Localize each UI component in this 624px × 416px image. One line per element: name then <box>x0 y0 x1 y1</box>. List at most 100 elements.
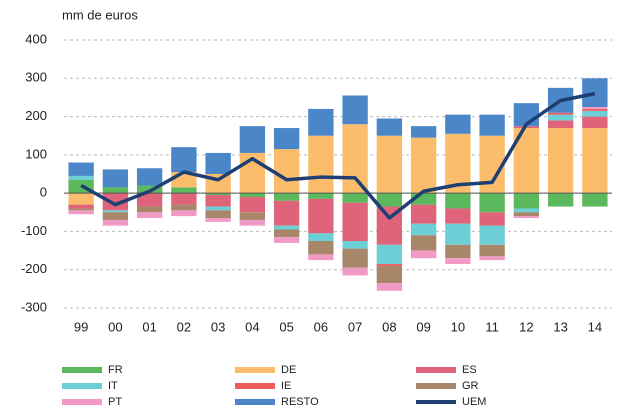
bar-segment <box>342 267 368 276</box>
bar-segment <box>376 118 403 136</box>
bar-segment <box>513 216 540 219</box>
x-tick-label: 03 <box>211 319 225 334</box>
bar-segment <box>479 193 505 213</box>
bar-segment <box>273 237 300 243</box>
bar-segment <box>102 187 129 194</box>
legend-label: IE <box>281 380 291 392</box>
bar-segment <box>308 108 334 136</box>
bar-segment <box>171 187 197 194</box>
legend-swatch <box>235 399 275 405</box>
bar-segment <box>205 218 231 222</box>
line-series <box>80 91 596 220</box>
x-tick-label: 10 <box>451 319 465 334</box>
bar-segment <box>445 114 471 134</box>
bar-segment <box>547 128 574 194</box>
x-tick-label: 04 <box>245 319 259 334</box>
bar-segment <box>342 95 368 125</box>
bar-segment <box>513 212 540 217</box>
bar-segment <box>342 202 368 241</box>
x-tick-label: 13 <box>553 319 567 334</box>
bar-segment <box>102 169 129 188</box>
bar-segment <box>273 128 300 150</box>
bar-segment <box>410 137 437 194</box>
bar-segment <box>239 212 266 220</box>
bar-segment <box>102 219 129 226</box>
bar-segment <box>205 206 231 211</box>
bar-segment <box>273 229 300 238</box>
y-axis-label: mm de euros <box>62 7 138 22</box>
x-tick-label: 07 <box>348 319 362 334</box>
bar-segment <box>513 193 540 209</box>
legend-label: DE <box>281 364 296 376</box>
x-tick-label: 06 <box>314 319 328 334</box>
bar-segment <box>102 193 129 211</box>
y-tick-label: 400 <box>25 31 47 46</box>
x-tick-label: 09 <box>416 319 430 334</box>
bar-segment <box>342 241 368 249</box>
bar-segment <box>479 244 505 257</box>
bar-segment <box>273 225 300 230</box>
legend-swatch <box>416 383 456 389</box>
x-tick-label: 05 <box>279 319 293 334</box>
legend-swatch <box>235 367 275 373</box>
bar-segment <box>547 114 574 121</box>
legend-swatch <box>62 367 102 373</box>
bar-segment <box>582 108 608 111</box>
bar-segment <box>273 193 300 201</box>
bar-segment <box>410 223 437 236</box>
bar-segment <box>68 204 94 209</box>
bar-segment <box>68 162 94 176</box>
bar-segment <box>171 193 197 205</box>
legend-swatch <box>416 400 456 404</box>
bar-segment <box>582 116 608 129</box>
bar-segment <box>308 241 334 255</box>
bar-segment <box>410 126 437 138</box>
bar-segment <box>479 225 505 245</box>
bar-segment <box>239 193 266 197</box>
bar-segment <box>273 149 300 194</box>
bar-segment <box>102 210 129 213</box>
bar-segment <box>479 212 505 226</box>
legend-swatch <box>416 367 456 373</box>
bar-segment <box>479 256 505 261</box>
bar-segment <box>342 124 368 194</box>
bar-segment <box>136 168 163 186</box>
bar-segment <box>376 265 403 284</box>
x-tick-label: 00 <box>108 319 122 334</box>
bar-segment <box>582 110 608 117</box>
x-tick-label: 12 <box>519 319 533 334</box>
legend-label: PT <box>108 396 122 408</box>
bar-segment <box>582 193 608 207</box>
bar-segment <box>410 235 437 251</box>
legend-swatch <box>62 383 102 389</box>
bar-segment <box>308 193 334 199</box>
y-tick-label: 300 <box>25 70 47 85</box>
legend-label: RESTO <box>281 396 319 408</box>
bar-segment <box>342 248 368 268</box>
bar-segment <box>445 244 471 259</box>
bar-segment <box>547 112 574 115</box>
bar-segment <box>205 152 231 174</box>
bar-segment <box>239 126 266 153</box>
bar-segment <box>445 223 471 245</box>
bar-segment <box>273 200 300 226</box>
bar-segment <box>582 78 608 107</box>
bar-segment <box>376 263 403 266</box>
bar-segment <box>445 208 471 224</box>
y-tick-label: 100 <box>25 146 47 161</box>
bar-segment <box>445 258 471 264</box>
y-tick-label: 200 <box>25 108 47 123</box>
bar-segment <box>171 204 197 211</box>
legend-label: FR <box>108 364 123 376</box>
bar-segment <box>308 198 334 234</box>
bar-segment <box>410 193 437 205</box>
x-tick-label: 99 <box>74 319 88 334</box>
bar-segment <box>376 244 403 264</box>
bar-segment <box>376 135 403 194</box>
bar-segment <box>308 233 334 241</box>
bar-segment <box>582 107 608 109</box>
bar-segment <box>68 208 94 211</box>
y-tick-label: -200 <box>21 261 47 276</box>
legend-label: ES <box>462 364 477 376</box>
bar-segment <box>239 196 266 213</box>
